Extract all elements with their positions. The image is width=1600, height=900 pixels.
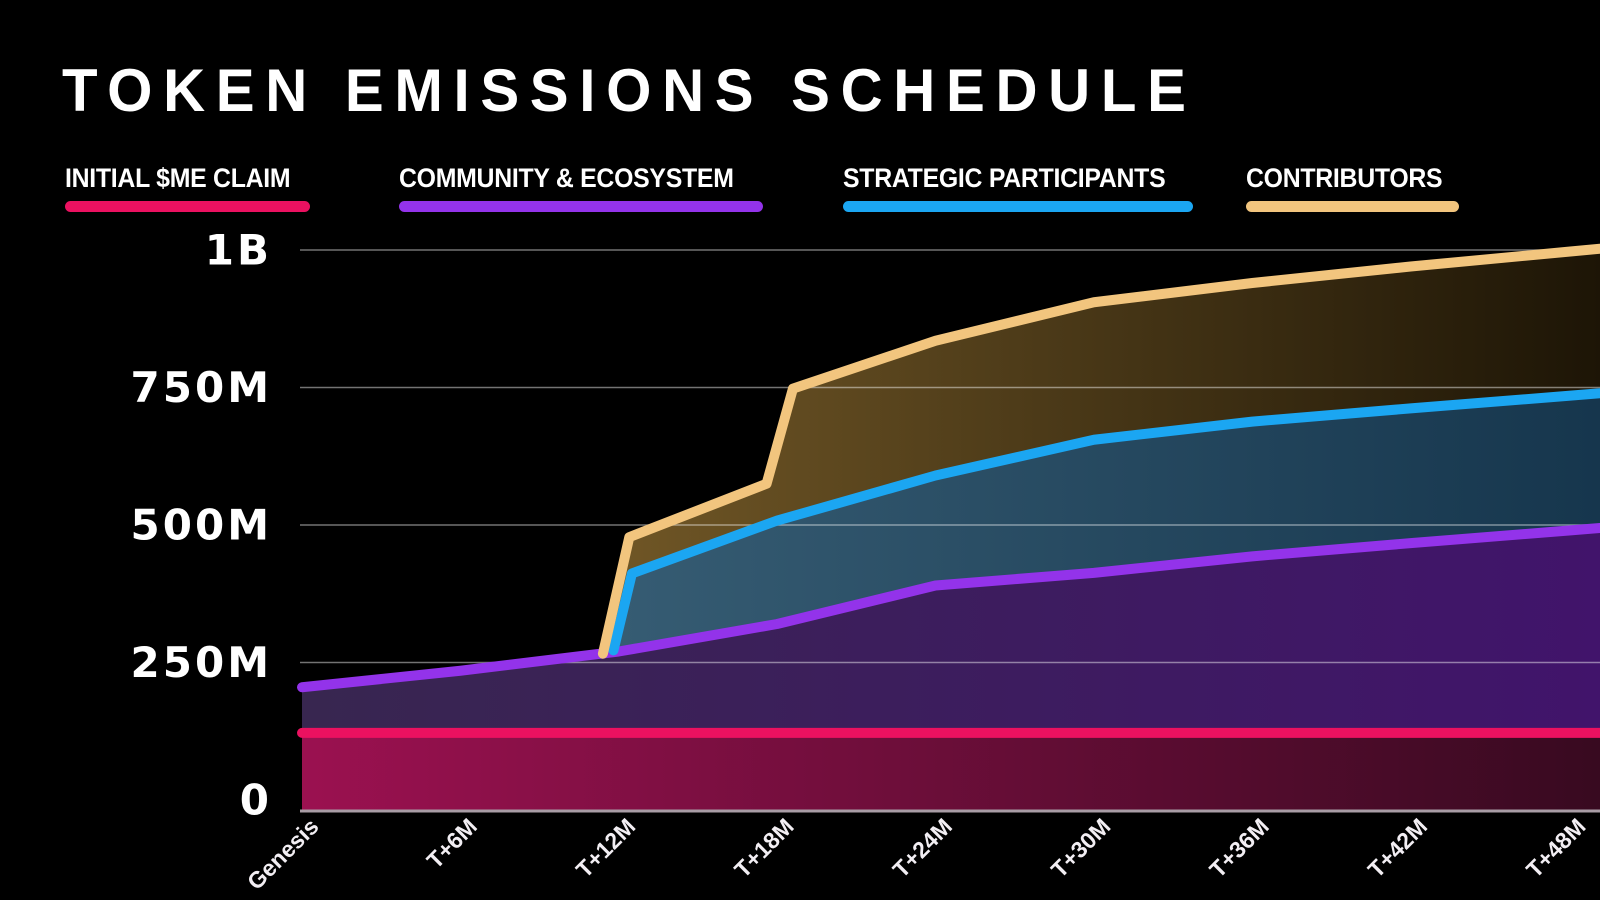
legend: INITIAL $ME CLAIM COMMUNITY & ECOSYSTEM ST… <box>0 163 1600 223</box>
legend-swatch-initial-me-claim <box>65 201 310 212</box>
area-initial-me-claim <box>302 732 1600 811</box>
legend-swatch-strategic-participants <box>843 201 1194 212</box>
x-tick-label-T+42M: T+42M <box>1363 813 1432 882</box>
y-tick-label-250M: 250M <box>131 638 272 687</box>
line-community-ecosystem <box>297 523 1600 693</box>
legend-item-strategic-participants: STRATEGIC PARTICIPANTS <box>843 163 1194 212</box>
legend-label-initial-me-claim: INITIAL $ME CLAIM <box>65 163 291 193</box>
legend-label-community-ecosystem: COMMUNITY & ECOSYSTEM <box>399 163 734 193</box>
x-tick-label-T+48M: T+48M <box>1521 813 1590 882</box>
x-tick-label-T+18M: T+18M <box>729 813 798 882</box>
legend-swatch-contributors <box>1246 201 1460 212</box>
legend-item-contributors: CONTRIBUTORS <box>1246 163 1460 212</box>
legend-label-strategic-participants: STRATEGIC PARTICIPANTS <box>843 163 1166 193</box>
legend-item-community-ecosystem: COMMUNITY & ECOSYSTEM <box>399 163 763 212</box>
line-contributors <box>597 243 1600 659</box>
x-tick-label-T+30M: T+30M <box>1046 813 1115 882</box>
x-tick-label-T+6M: T+6M <box>421 813 481 873</box>
legend-swatch-community-ecosystem <box>399 201 763 212</box>
x-tick-label-T+12M: T+12M <box>571 813 640 882</box>
legend-label-contributors: CONTRIBUTORS <box>1246 163 1443 193</box>
legend-item-initial-me-claim: INITIAL $ME CLAIM <box>65 163 310 212</box>
line-strategic-participants <box>608 388 1600 656</box>
y-tick-label-0: 0 <box>240 776 272 825</box>
y-tick-label-500M: 500M <box>131 501 272 550</box>
y-tick-label-750M: 750M <box>131 363 272 412</box>
x-tick-label-Genesis: Genesis <box>242 813 324 895</box>
y-tick-label-1B: 1B <box>205 226 272 275</box>
page-title: TOKEN EMISSIONS SCHEDULE <box>62 57 1197 124</box>
x-tick-label-T+36M: T+36M <box>1204 813 1273 882</box>
x-tick-label-T+24M: T+24M <box>888 813 957 882</box>
